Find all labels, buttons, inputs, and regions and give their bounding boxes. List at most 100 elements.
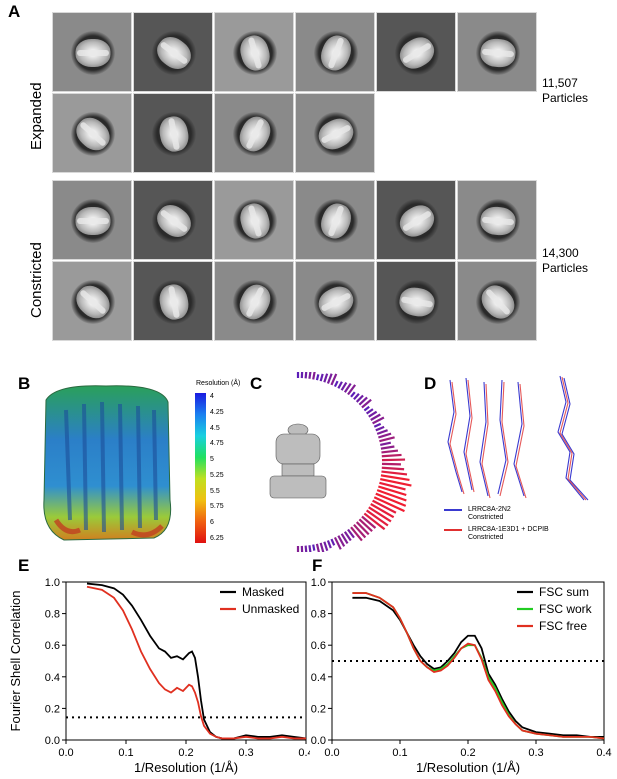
orientation-spike (375, 425, 385, 432)
orientation-spike (326, 373, 333, 384)
y-tick-label: 0.4 (311, 672, 326, 684)
orientation-spike (368, 410, 378, 418)
orientation-spike (358, 396, 368, 406)
orientation-spike (365, 408, 374, 415)
legend-1e3d1-line2: Constricted (468, 534, 504, 541)
legend-1e3d1-line1: LRRC8A-1E3D1 + DCPIB (468, 526, 549, 533)
x-tick-label: 0.1 (392, 747, 407, 759)
colorbar-tick-label: 6.25 (210, 535, 224, 542)
panel-c-letter: C (250, 374, 263, 393)
colorbar-tick-label: 4.75 (210, 440, 224, 448)
colorbar-tick-label: 5.25 (210, 471, 224, 479)
orientation-spike (353, 392, 360, 401)
x-tick-label: 0.3 (528, 747, 543, 759)
orientation-spike (337, 535, 346, 547)
expanded-class-average (214, 93, 294, 173)
y-tick-label: 0.0 (311, 735, 326, 747)
orientation-spike (343, 531, 352, 542)
fsc-chart-e: 0.0 0.1 0.2 0.3 0.4 0.0 0.2 0.4 0.6 0.8 1.0 1/Resol… (8, 577, 310, 775)
y-tick-label: 0.2 (45, 703, 60, 715)
x-axis-label: 1/Resolution (1/Å) (134, 760, 238, 775)
x-tick-label: 0.3 (238, 747, 253, 759)
orientation-spike (380, 474, 410, 481)
fsc-chart-f: 0.0 0.1 0.2 0.3 0.4 0.0 0.2 0.4 0.6 0.8 1.0 1/Resol… (311, 577, 612, 775)
constricted-class-average (52, 180, 132, 260)
colorbar-tick-label: 4.5 (210, 424, 220, 432)
orientation-spike (381, 458, 406, 462)
orientation-spike (326, 540, 332, 549)
orientation-spike (308, 372, 312, 379)
constricted-class-average (214, 261, 294, 341)
orientation-spike (381, 453, 402, 458)
orientation-spike (343, 382, 352, 393)
constricted-class-grid (52, 180, 538, 341)
panel-b-letter: B (18, 374, 31, 393)
angular-distribution-image (269, 372, 412, 552)
orientation-spike (350, 391, 356, 398)
orientation-spike (376, 489, 407, 502)
structure-overlay-image (447, 375, 589, 501)
orientation-spike (304, 372, 308, 379)
panel-d-letter: D (424, 374, 437, 393)
orientation-spike (363, 512, 386, 531)
x-axis-label: 1/Resolution (1/Å) (416, 760, 520, 775)
resolution-map-image (43, 385, 172, 541)
legend-label: FSC work (539, 602, 593, 616)
fsc-curve-masked (86, 582, 307, 740)
expanded-class-average (133, 12, 213, 92)
orientation-spike (375, 492, 407, 507)
orientation-spike (330, 373, 338, 386)
orientation-spike (347, 384, 357, 396)
constricted-particle-count: 14,300 Particles (542, 246, 588, 276)
constricted-class-average (376, 180, 456, 260)
fsc-curve-unmasked (86, 585, 306, 740)
panel-f-letter: F (312, 556, 323, 575)
constricted-class-average (133, 180, 213, 260)
x-tick-label: 0.0 (58, 747, 73, 759)
y-tick-label: 1.0 (45, 577, 60, 589)
y-axis-label: Fourier Shell Correlation (8, 591, 23, 732)
orientation-spike (368, 506, 392, 523)
colorbar-tick-label: 5.5 (210, 487, 220, 495)
expanded-class-average (133, 93, 213, 173)
constricted-class-average (52, 261, 132, 341)
constricted-class-average (376, 261, 456, 341)
y-tick-label: 0.6 (45, 640, 60, 652)
legend-1e3d1-text: LRRC8A-1E3D1 + DCPIB Constricted (468, 526, 549, 542)
orientation-spike (373, 496, 405, 513)
expanded-class-average (457, 12, 537, 92)
structure-legend (444, 509, 462, 531)
fsc-curve-fsc-free (352, 592, 605, 740)
orientation-spike (350, 526, 363, 542)
constricted-class-average (457, 261, 537, 341)
orientation-spike (319, 373, 324, 382)
colorbar-title: Resolution (Å) (196, 380, 241, 387)
orientation-spike (347, 528, 355, 539)
expanded-count-unit: Particles (542, 91, 589, 105)
y-tick-label: 0.6 (311, 640, 326, 652)
x-tick-label: 0.0 (324, 747, 339, 759)
orientation-spike (340, 533, 349, 545)
orientation-spike (315, 374, 320, 381)
orientation-spike (378, 485, 407, 497)
orientation-spike (340, 381, 348, 391)
orientation-spike (330, 538, 336, 546)
legend-2n2-line2: Constricted (468, 514, 504, 521)
y-tick-label: 0.8 (45, 609, 60, 621)
x-tick-label: 0.2 (460, 747, 475, 759)
orientation-spike (312, 544, 316, 551)
expanded-count-value: 11,507 (542, 76, 578, 90)
orientation-spike (376, 429, 388, 435)
colorbar-tick-label: 4.25 (210, 408, 224, 416)
orientation-spike (380, 478, 412, 487)
expanded-class-average (376, 12, 456, 92)
legend-label: Unmasked (242, 602, 299, 616)
y-tick-label: 0.2 (311, 703, 326, 715)
orientation-spike (361, 398, 372, 409)
legend-label: FSC sum (539, 585, 589, 599)
orientation-spike (363, 405, 370, 412)
constricted-class-average (214, 180, 294, 260)
constricted-count-unit: Particles (542, 261, 589, 275)
orientation-spike (372, 499, 397, 514)
expanded-particle-count: 11,507 Particles (542, 76, 588, 106)
